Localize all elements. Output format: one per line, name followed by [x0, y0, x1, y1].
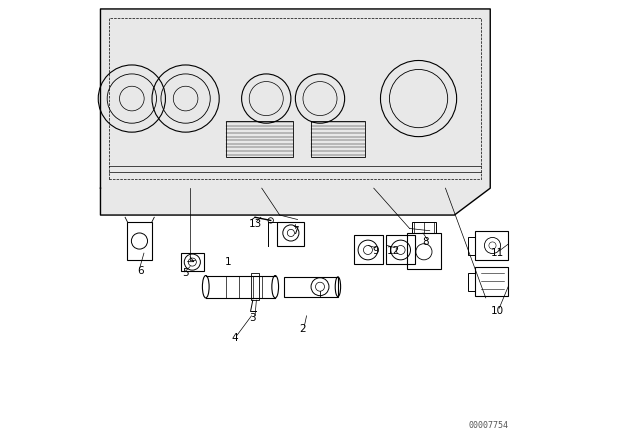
Bar [226, 121, 293, 157]
Bar [387, 235, 415, 264]
Text: 1: 1 [225, 257, 232, 267]
Text: 11: 11 [490, 248, 504, 258]
Text: 2: 2 [299, 324, 305, 334]
Bar [127, 222, 152, 260]
Bar [181, 253, 204, 271]
Bar [475, 267, 508, 296]
Bar [468, 237, 475, 255]
Text: 8: 8 [422, 237, 429, 247]
Bar [407, 233, 441, 269]
Bar [284, 277, 338, 297]
Bar [353, 235, 383, 264]
Bar [251, 273, 259, 300]
Bar [475, 231, 508, 260]
Text: 13: 13 [248, 219, 262, 229]
Bar [278, 222, 305, 246]
Bar [412, 222, 436, 233]
Text: 00007754: 00007754 [468, 421, 508, 430]
Text: 6: 6 [138, 266, 144, 276]
Text: 4: 4 [232, 333, 238, 343]
Text: 9: 9 [372, 246, 380, 256]
Text: 7: 7 [292, 226, 299, 236]
Bar [311, 121, 365, 157]
Polygon shape [100, 9, 490, 215]
Text: 10: 10 [490, 306, 504, 316]
Bar [468, 273, 475, 291]
Text: 3: 3 [250, 313, 256, 323]
Text: 5: 5 [182, 268, 189, 278]
Text: 12: 12 [387, 246, 401, 256]
